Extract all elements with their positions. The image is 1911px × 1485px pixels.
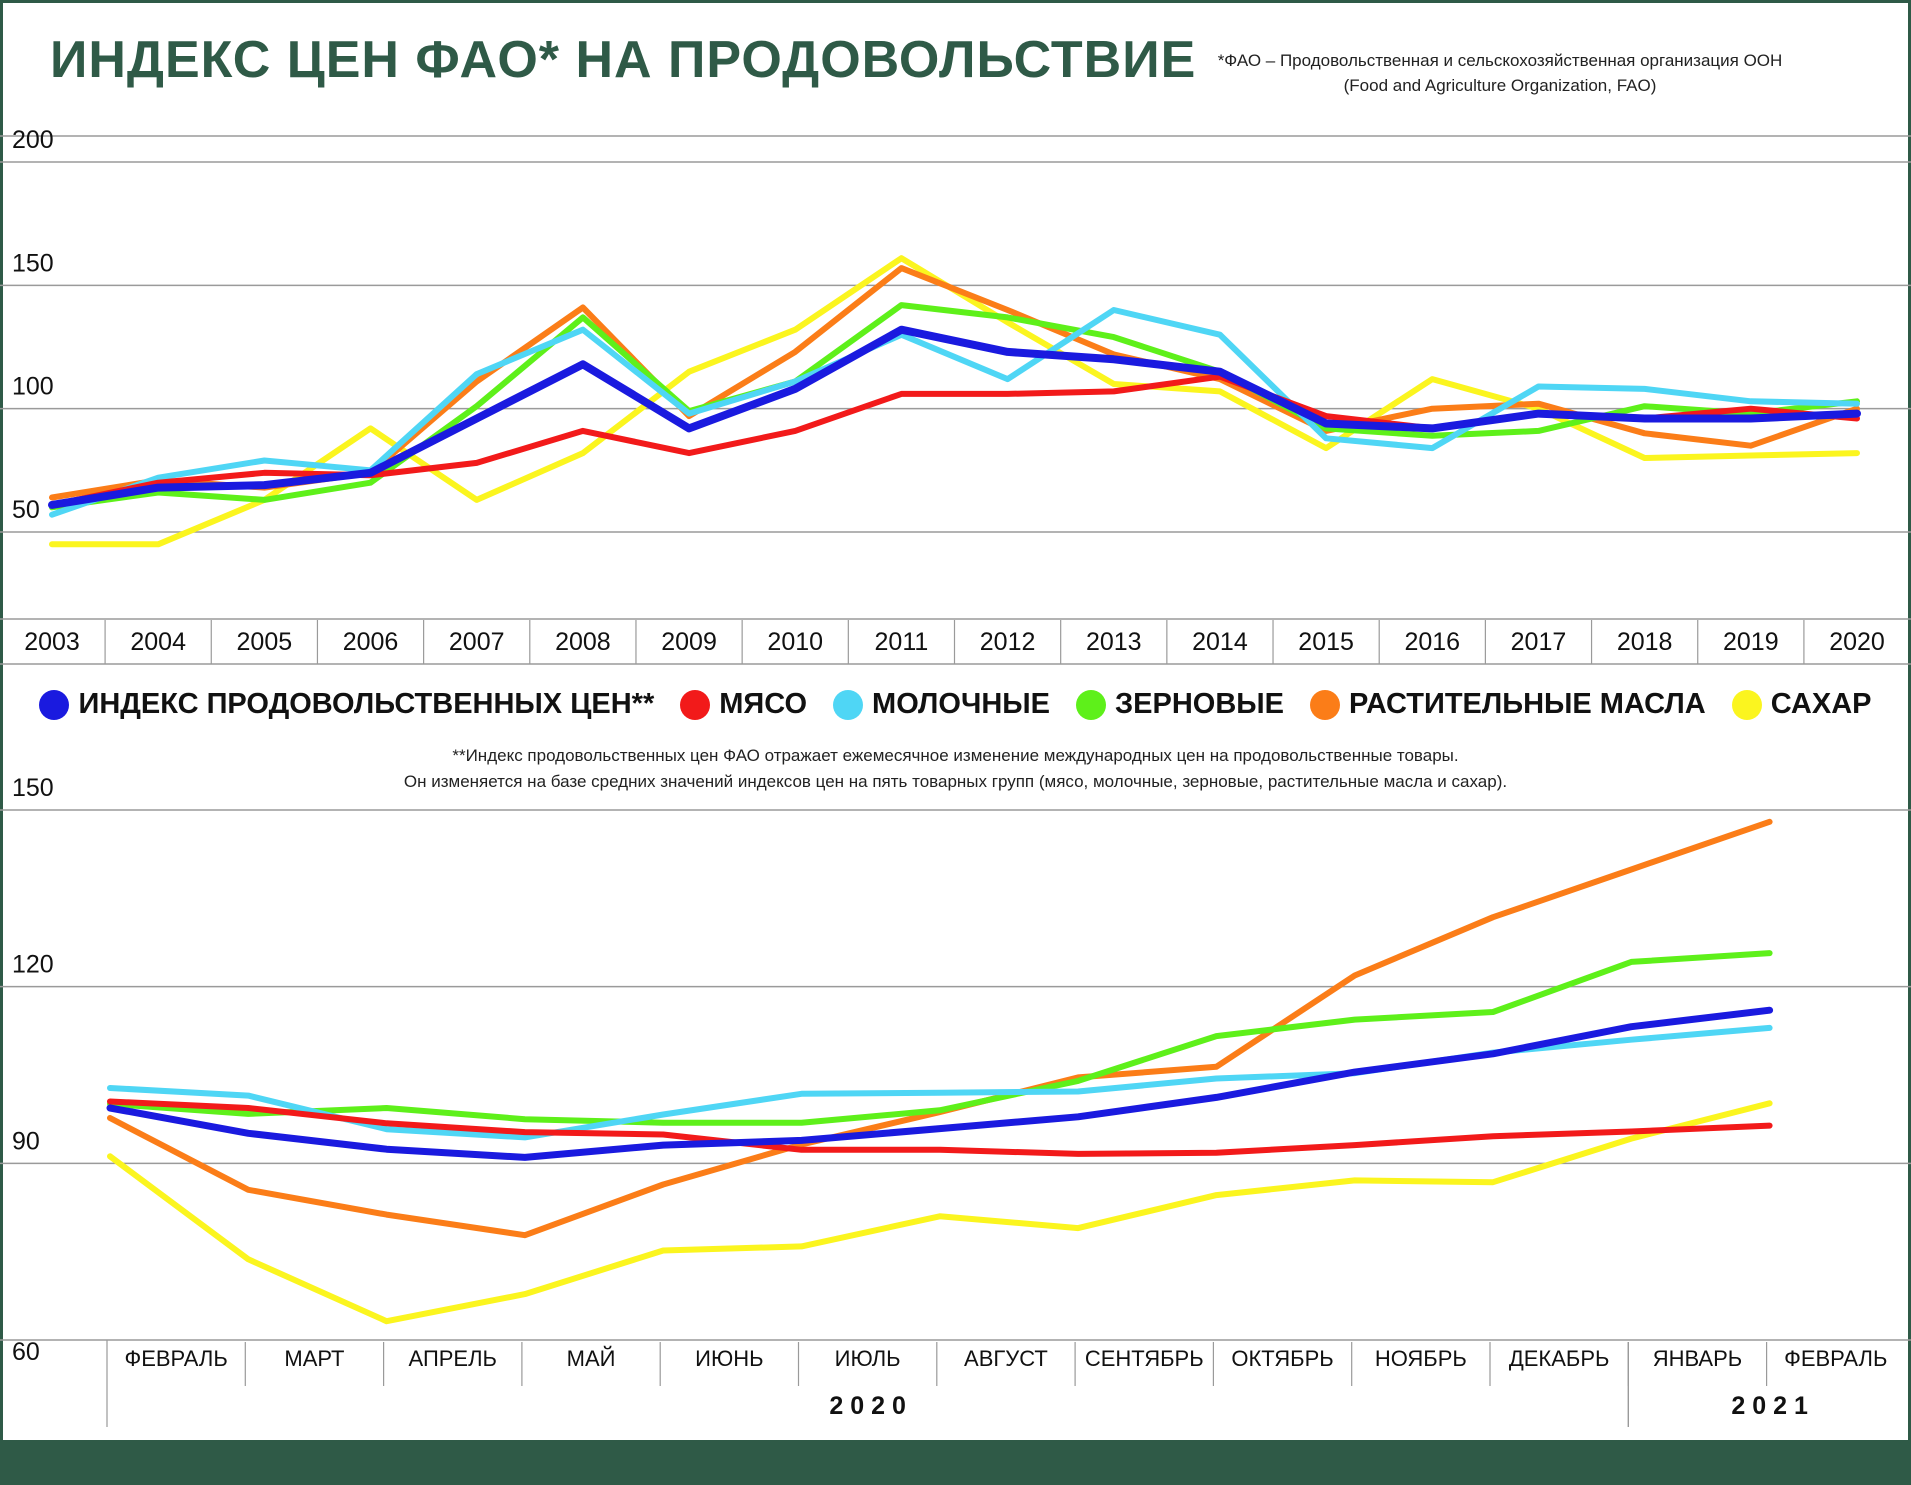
footnote-fao: *ФАО – Продовольственная и сельскохозяйс…: [1200, 48, 1800, 98]
x-tick-label: 2015: [1298, 628, 1354, 656]
y-tick-label: 150: [12, 774, 54, 802]
y-tick-label: 200: [12, 126, 54, 154]
x-tick-label: ДЕКАБРЬ: [1509, 1346, 1610, 1371]
y-tick-label: 90: [12, 1127, 40, 1155]
x-tick-label: МАЙ: [567, 1346, 616, 1371]
y-tick-label: 150: [12, 249, 54, 277]
x-tick-label: 2003: [24, 628, 80, 656]
legend-label: ЗЕРНОВЫЕ: [1115, 688, 1285, 720]
x-tick-label: 2006: [343, 628, 399, 656]
x-tick-label: АПРЕЛЬ: [409, 1346, 497, 1371]
legend-item-sugar: САХАР: [1731, 688, 1872, 721]
series-line: [49, 307, 1860, 518]
legend-label: РАСТИТЕЛЬНЫЕ МАСЛА: [1349, 688, 1706, 720]
x-tick-label: ФЕВРАЛЬ: [1784, 1346, 1887, 1371]
x-tick-label: 2013: [1086, 628, 1142, 656]
x-tick-label: 2008: [555, 628, 611, 656]
series-line: [107, 950, 1773, 1126]
x-tick-label: АВГУСТ: [964, 1346, 1048, 1371]
x-tick-label: 2017: [1511, 628, 1567, 656]
y-tick-label: 60: [12, 1338, 40, 1366]
legend-item-food-index: ИНДЕКС ПРОДОВОЛЬСТВЕННЫХ ЦЕН**: [39, 688, 654, 721]
x-tick-label: 2011: [875, 628, 929, 656]
legend-item-cereals: ЗЕРНОВЫЕ: [1076, 688, 1284, 721]
legend-label: САХАР: [1770, 688, 1872, 720]
year-label: 2 0 2 0: [829, 1392, 905, 1420]
x-tick-label: 2019: [1723, 628, 1779, 656]
x-tick-label: 2010: [767, 628, 823, 656]
y-tick-label: 50: [12, 496, 40, 524]
x-tick-label: СЕНТЯБРЬ: [1085, 1346, 1204, 1371]
page-title: ИНДЕКС ЦЕН ФАО* НА ПРОДОВОЛЬСТВИЕ: [50, 31, 1197, 89]
legend-label: ИНДЕКС ПРОДОВОЛЬСТВЕННЫХ ЦЕН**: [78, 688, 655, 720]
x-tick-label: ФЕВРАЛЬ: [124, 1346, 227, 1371]
x-tick-label: 2005: [237, 628, 293, 656]
year-label: 2 0 2 1: [1731, 1392, 1808, 1420]
x-tick-label: 2014: [1192, 628, 1248, 656]
x-tick-label: МАРТ: [284, 1346, 344, 1371]
x-tick-label: 2007: [449, 628, 505, 656]
footnote-fao-line: (Food and Agriculture Organization, FAO): [1343, 76, 1657, 95]
x-tick-label: ИЮНЬ: [695, 1346, 763, 1371]
series-line: [48, 325, 1861, 509]
legend-label: МОЛОЧНЫЕ: [872, 688, 1050, 720]
legend-swatch: [680, 689, 711, 720]
x-tick-label: ОКТЯБРЬ: [1231, 1346, 1333, 1371]
x-tick-label: 2004: [130, 628, 186, 656]
x-tick-label: 2012: [980, 628, 1036, 656]
legend-swatch: [39, 689, 70, 720]
x-tick-label: 2016: [1404, 628, 1460, 656]
footer-band: [0, 1440, 1911, 1485]
footnote-index: **Индекс продовольственных цен ФАО отраж…: [0, 743, 1911, 795]
legend-item-meat: МЯСО: [680, 688, 807, 721]
x-tick-label: НОЯБРЬ: [1375, 1346, 1467, 1371]
series-line: [49, 302, 1860, 511]
legend-item-oils: РАСТИТЕЛЬНЫЕ МАСЛА: [1310, 688, 1706, 721]
legend: ИНДЕКС ПРОДОВОЛЬСТВЕННЫХ ЦЕН** МЯСО МОЛО…: [0, 688, 1911, 721]
x-tick-label: 2020: [1829, 628, 1885, 656]
legend-swatch: [1076, 689, 1106, 720]
x-tick-label: ИЮЛЬ: [835, 1346, 901, 1371]
series-line: [49, 255, 1860, 548]
footnote-index-line: Он изменяется на базе средних значений и…: [403, 772, 1508, 791]
legend-swatch: [1731, 689, 1762, 720]
y-tick-label: 120: [12, 951, 54, 979]
series-line: [49, 373, 1860, 508]
x-tick-label: 2009: [661, 628, 717, 656]
legend-label: МЯСО: [719, 688, 808, 720]
legend-item-dairy: МОЛОЧНЫЕ: [833, 688, 1050, 721]
footnote-index-line: **Индекс продовольственных цен ФАО отраж…: [452, 746, 1459, 765]
x-tick-label: ЯНВАРЬ: [1653, 1346, 1743, 1371]
y-tick-label: 100: [12, 373, 54, 401]
legend-swatch: [1310, 689, 1341, 720]
footnote-fao-line: *ФАО – Продовольственная и сельскохозяйс…: [1217, 51, 1783, 70]
x-tick-label: 2018: [1617, 628, 1673, 656]
legend-swatch: [833, 689, 864, 720]
